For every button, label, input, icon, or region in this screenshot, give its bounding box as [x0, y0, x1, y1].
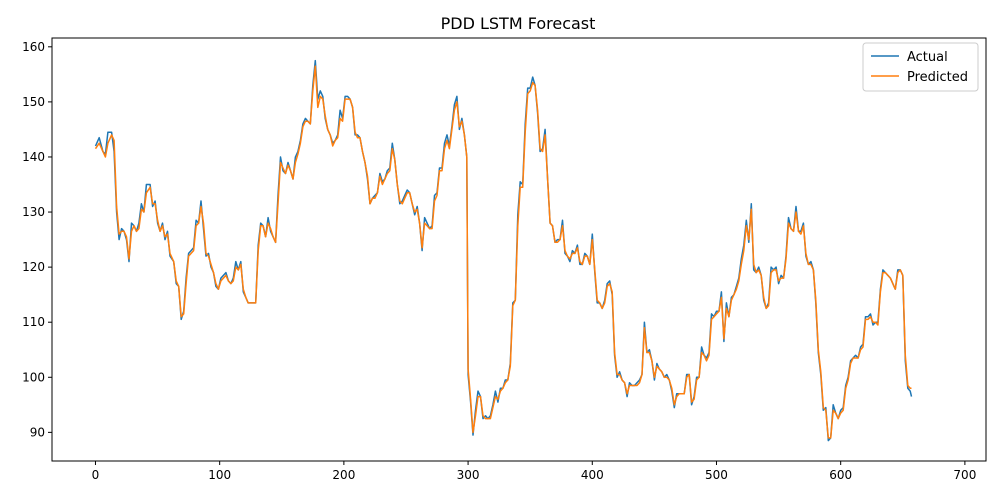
- axes-layer: 0 100 200 300 400 500 600 700 90 100 110 120 130 140 1…: [22, 37, 987, 482]
- legend-entries: Actual Predicted: [871, 50, 968, 85]
- x-tick-label: 0: [92, 468, 100, 482]
- chart-title: PDD LSTM Forecast: [441, 14, 596, 33]
- legend: Actual Predicted: [862, 42, 979, 92]
- plot-frame: [51, 37, 987, 462]
- y-tick-label: 110: [22, 315, 45, 329]
- y-tick-label: 90: [30, 425, 45, 439]
- y-tick-label: 150: [22, 95, 45, 109]
- y-tick-label: 100: [22, 370, 45, 384]
- y-tick-label: 120: [22, 260, 45, 274]
- y-tick-label: 140: [22, 150, 45, 164]
- legend-label-predicted: Predicted: [907, 70, 968, 85]
- x-tick-label: 200: [332, 468, 355, 482]
- series-line-predicted: [94, 65, 912, 439]
- x-tick-label: 100: [208, 468, 231, 482]
- legend-box: [862, 42, 979, 92]
- series-layer: [94, 59, 913, 442]
- x-tick-label: 300: [457, 468, 480, 482]
- x-tick-label: 600: [829, 468, 852, 482]
- x-tick-label: 700: [953, 468, 976, 482]
- y-tick-label: 130: [22, 205, 45, 219]
- x-tick-label: 500: [705, 468, 728, 482]
- legend-label-actual: Actual: [907, 50, 948, 65]
- x-tick-label: 400: [581, 468, 604, 482]
- y-tick-label: 160: [22, 40, 45, 54]
